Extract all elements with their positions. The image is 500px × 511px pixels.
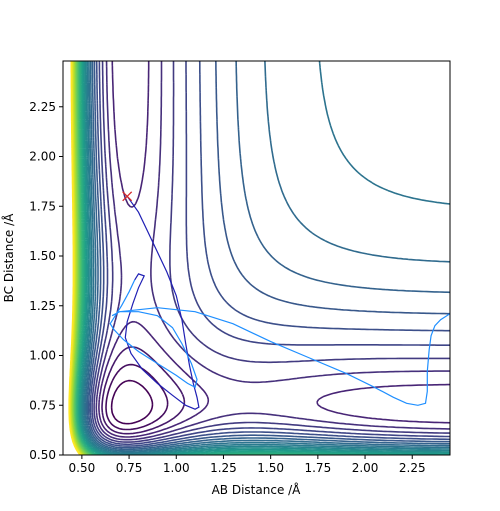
contour-level-line xyxy=(68,61,81,455)
trajectory-line xyxy=(109,279,450,406)
x-tick-label: 0.75 xyxy=(116,461,143,475)
contour-level-line xyxy=(81,61,450,455)
y-tick-label: 1.25 xyxy=(29,299,56,313)
y-tick-label: 2.00 xyxy=(29,150,56,164)
x-axis-label: AB Distance /Å xyxy=(212,482,302,497)
y-axis-ticks: 0.50 0.75 1.00 1.25 1.50 1.75 2.00 2.25 xyxy=(29,100,63,462)
contour-level-line xyxy=(105,363,169,431)
x-tick-label: 0.50 xyxy=(69,461,96,475)
y-axis-label: BC Distance /Å xyxy=(1,213,16,303)
contour-level-line xyxy=(80,61,450,455)
trajectory-lines xyxy=(109,195,450,410)
start-marker xyxy=(122,191,133,202)
contour-level-line xyxy=(78,61,450,455)
contour-level-line xyxy=(86,61,450,451)
y-tick-label: 1.75 xyxy=(29,199,56,213)
contour-level-line xyxy=(91,61,450,446)
y-tick-label: 1.00 xyxy=(29,349,56,363)
contour-level-line xyxy=(93,61,450,443)
contour-level-line xyxy=(83,61,450,454)
x-tick-label: 1.75 xyxy=(304,461,331,475)
contour-level-line xyxy=(95,61,450,441)
start-marker-stroke xyxy=(122,191,133,202)
y-tick-label: 1.50 xyxy=(29,249,56,263)
trajectory-line xyxy=(124,195,200,410)
x-tick-label: 2.25 xyxy=(399,461,426,475)
y-tick-label: 0.50 xyxy=(29,448,56,462)
contour-level-line xyxy=(89,61,450,447)
x-tick-label: 1.50 xyxy=(257,461,284,475)
plot-frame xyxy=(62,60,451,456)
x-tick-label: 1.00 xyxy=(163,461,190,475)
x-axis-ticks: 0.50 0.75 1.00 1.25 1.50 1.75 2.00 2.25 xyxy=(69,455,426,475)
y-tick-label: 0.75 xyxy=(29,398,56,412)
x-tick-label: 1.25 xyxy=(210,461,237,475)
contour-level-line xyxy=(110,379,154,425)
contour-level-line xyxy=(77,61,396,455)
contour-level-line xyxy=(87,61,450,449)
x-tick-label: 2.00 xyxy=(352,461,379,475)
contour-level-line xyxy=(82,61,450,455)
contour-level-line xyxy=(79,61,450,455)
y-tick-label: 2.25 xyxy=(29,100,56,114)
contour-lines xyxy=(68,61,450,455)
contour-level-line xyxy=(98,61,450,438)
contour-level-line xyxy=(76,61,341,455)
contour-level-line xyxy=(85,61,450,452)
